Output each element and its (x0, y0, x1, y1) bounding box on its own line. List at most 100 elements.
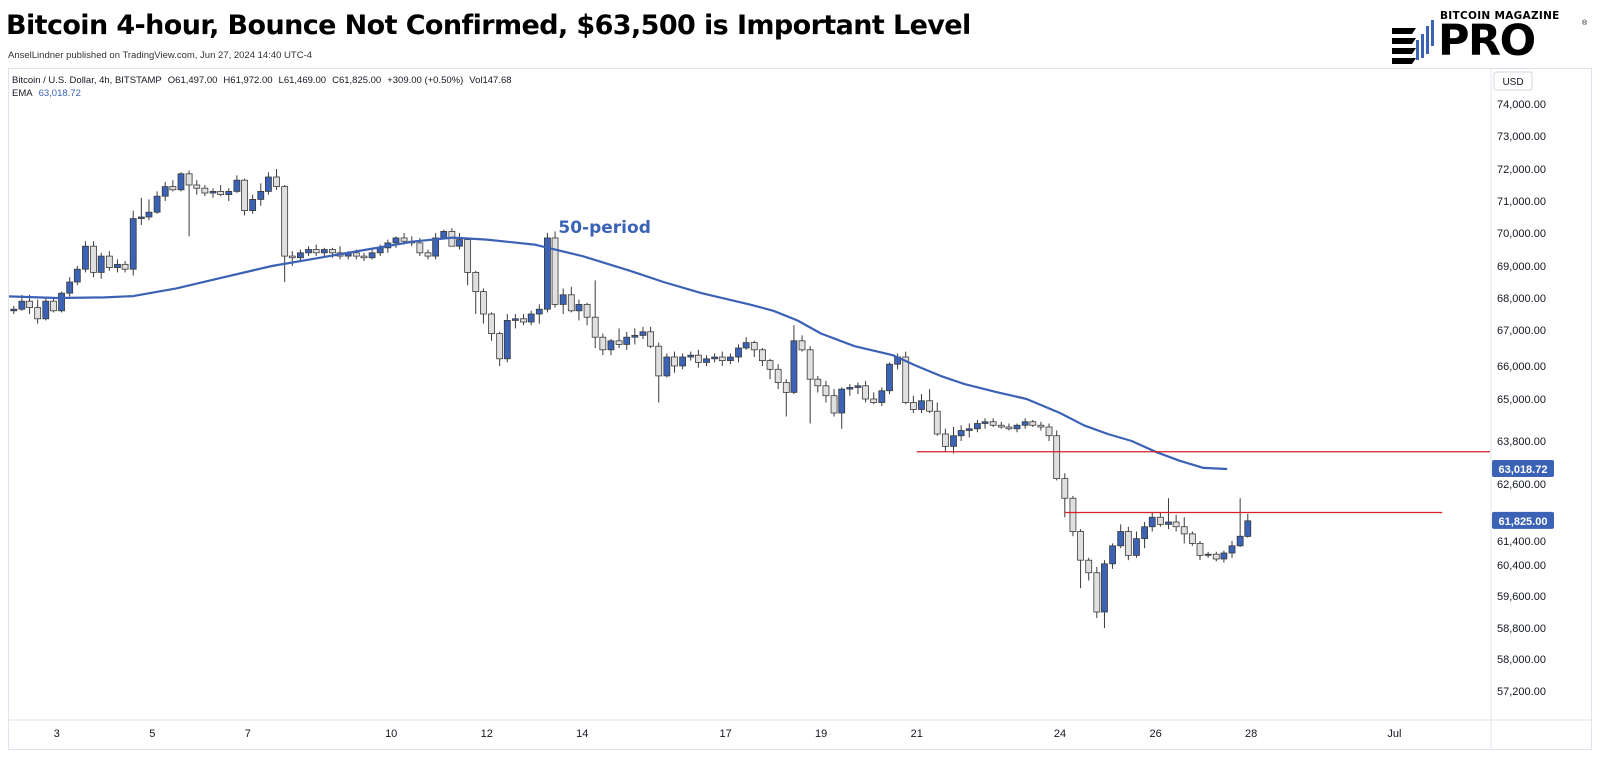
currency-label: USD (1502, 77, 1523, 88)
chart-headline: Bitcoin 4-hour, Bounce Not Confirmed, $6… (6, 10, 971, 41)
candle-body (902, 356, 910, 403)
candle-body (615, 340, 623, 345)
candle-body (137, 216, 145, 219)
candle-body (114, 263, 121, 269)
candle-body (193, 184, 201, 189)
x-tick-label: Jul (1387, 728, 1401, 740)
candle-body (663, 356, 671, 377)
candle-body (703, 358, 710, 363)
candle-body (416, 242, 424, 254)
legend-ema-label: EMA (12, 88, 33, 99)
x-tick-label: 5 (149, 728, 155, 740)
y-tick-label: 63,800.00 (1497, 436, 1546, 448)
candle-body (1077, 531, 1084, 561)
candle-body (249, 198, 257, 211)
candle-body (472, 271, 480, 292)
chart-legend: Bitcoin / U.S. Dollar, 4h, BITSTAMP O61,4… (12, 74, 518, 100)
candle-body (503, 319, 511, 360)
y-tick-label: 67,000.00 (1497, 325, 1546, 337)
candle-body (456, 239, 463, 247)
published-byline: AnselLindner published on TradingView.co… (8, 50, 313, 61)
candle-body (1029, 421, 1037, 426)
price-tag (1492, 511, 1554, 529)
y-tick-label: 59,600.00 (1497, 591, 1546, 603)
candle-body (1196, 543, 1204, 556)
candle-body (18, 300, 26, 310)
y-tick-label: 69,000.00 (1497, 261, 1546, 273)
x-tick-label: 3 (54, 728, 60, 740)
y-tick-label: 66,000.00 (1497, 361, 1546, 373)
candle-body (352, 252, 360, 257)
x-tick-label: 24 (1054, 728, 1066, 740)
candle-body (687, 354, 695, 358)
candle-body (479, 291, 487, 315)
candle-body (217, 190, 225, 195)
candle-body (82, 245, 89, 270)
legend-ema-value: 63,018.72 (38, 88, 81, 99)
candle-body (257, 190, 265, 200)
logo-registered-mark: ® (1582, 20, 1588, 27)
candle-body (320, 249, 328, 254)
candle-body (297, 252, 304, 259)
chart-frame (8, 68, 1592, 750)
candle-body (655, 345, 663, 377)
candle-body (926, 400, 934, 412)
candle-body (623, 336, 631, 345)
candle-body (424, 252, 432, 257)
candle-body (488, 313, 495, 335)
legend-symbol: Bitcoin / U.S. Dollar, 4h, BITSTAMP (12, 75, 162, 86)
candle-body (806, 349, 814, 380)
candle-body (1037, 424, 1045, 428)
candle-body (34, 307, 42, 320)
candle-body (854, 385, 862, 388)
candle-body (1212, 553, 1220, 560)
candle-body (766, 360, 774, 370)
candle-body (329, 249, 336, 254)
candle-body (790, 340, 798, 393)
y-tick-label: 68,000.00 (1497, 293, 1546, 305)
legend-ema-row: EMA 63,018.72 (12, 87, 518, 100)
candle-body (909, 402, 917, 410)
candle-body (583, 303, 591, 318)
candle-body (42, 300, 50, 320)
candle-body (400, 237, 408, 242)
x-tick-label: 26 (1149, 728, 1161, 740)
y-tick-label: 73,000.00 (1497, 131, 1546, 143)
candle-body (432, 237, 440, 257)
y-tick-label: 61,400.00 (1497, 536, 1546, 548)
candle-body (544, 237, 551, 310)
candle-body (129, 218, 137, 270)
legend-change: +309.00 (+0.50%) (387, 75, 464, 86)
candle-body (599, 336, 607, 351)
candle-body (520, 318, 527, 323)
candle-body (90, 245, 97, 273)
candle-body (1204, 553, 1212, 556)
candle-body (527, 313, 535, 323)
candle-body (735, 347, 742, 358)
candle-body (981, 421, 989, 424)
y-tick-label: 71,000.00 (1497, 196, 1546, 208)
currency-badge[interactable] (1493, 71, 1533, 91)
candle-body (838, 388, 846, 414)
candle-body (1021, 421, 1029, 426)
candle-body (1180, 526, 1188, 535)
y-tick-label: 57,200.00 (1497, 686, 1546, 698)
x-tick-label: 14 (576, 728, 588, 740)
candle-body (718, 356, 726, 361)
candle-body (782, 382, 790, 393)
candle-body (1093, 572, 1101, 613)
candle-body (631, 334, 639, 338)
candle-body (950, 435, 957, 447)
candle-body (694, 354, 702, 363)
candle-body (1124, 531, 1132, 556)
legend-ohlc-row: Bitcoin / U.S. Dollar, 4h, BITSTAMP O61,4… (12, 74, 518, 87)
candle-body (742, 342, 750, 349)
candle-body (957, 430, 965, 437)
logo-kicker: BITCOIN MAGAZINE (1440, 10, 1560, 22)
candle-body (965, 428, 973, 431)
legend-volume: Vol147.68 (469, 75, 512, 86)
candle-body (225, 190, 233, 195)
candle-body (711, 356, 719, 360)
candle-body (1061, 478, 1069, 499)
